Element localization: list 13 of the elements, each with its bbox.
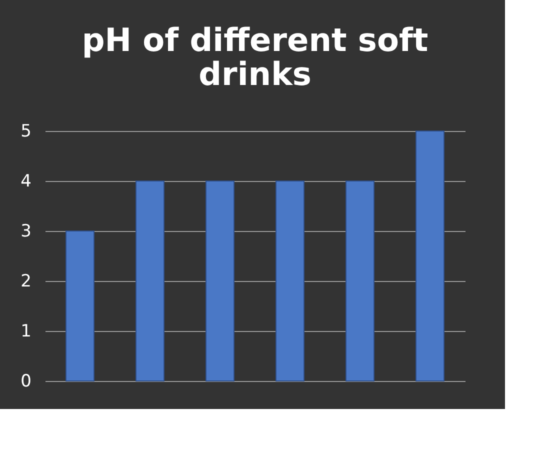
- y-tick-label: 2: [20, 272, 32, 292]
- bar: [416, 130, 444, 382]
- bar: [346, 180, 374, 382]
- chart-title: pH of different soft drinks: [82, 21, 428, 93]
- y-tick-label: 0: [20, 372, 32, 392]
- y-tick-label: 1: [20, 322, 32, 342]
- bar: [276, 180, 304, 382]
- bar: [66, 230, 94, 382]
- bar: [136, 180, 164, 382]
- bar: [206, 180, 234, 382]
- y-tick-label: 4: [20, 172, 32, 192]
- y-tick-label: 5: [20, 122, 32, 142]
- y-tick-label: 3: [20, 222, 32, 242]
